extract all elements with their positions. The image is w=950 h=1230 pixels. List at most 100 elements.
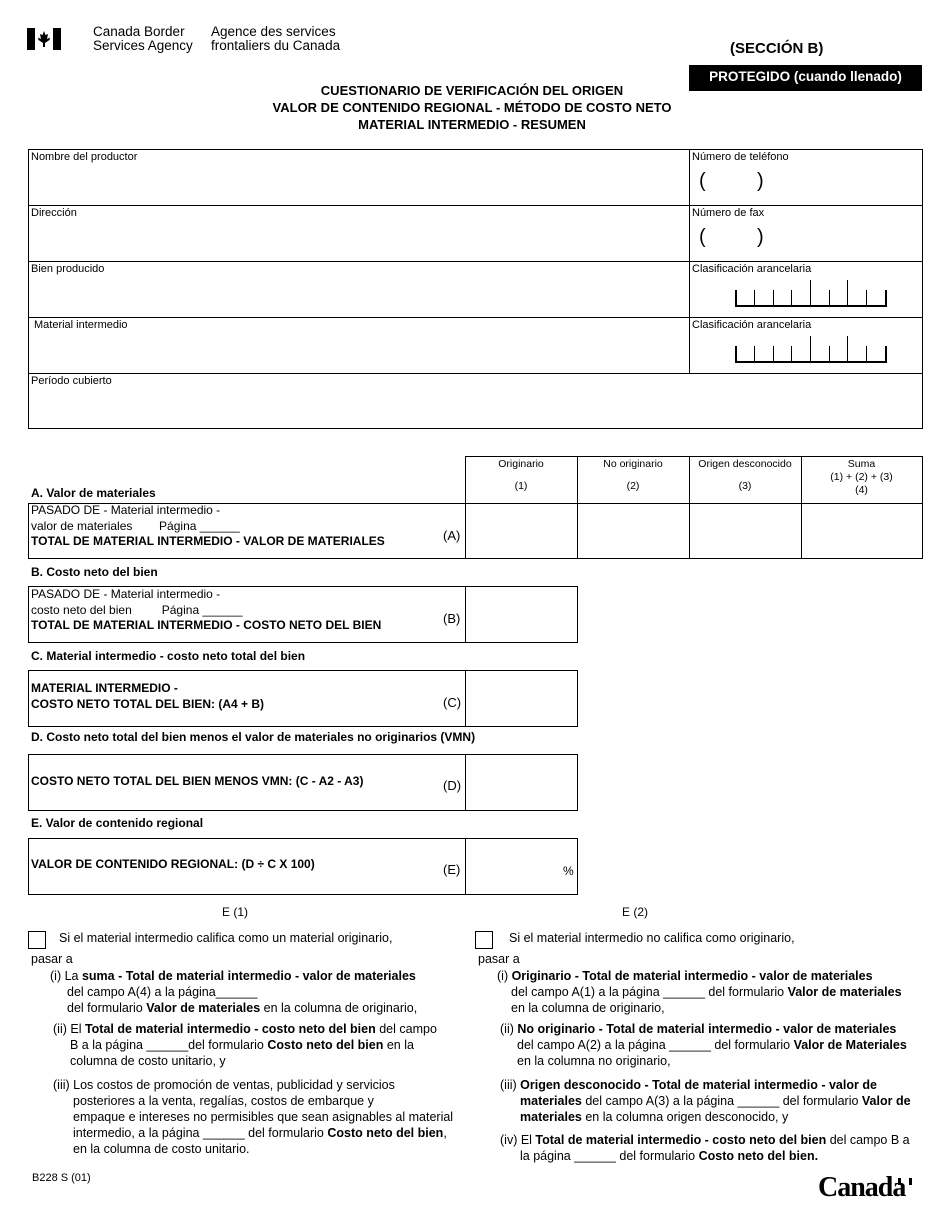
phone-field[interactable]: Número de teléfono ( ) (690, 150, 921, 204)
tariff-tick (885, 346, 887, 363)
e1-item-ii: (ii) El Total de material intermedio - c… (53, 1022, 437, 1068)
tariff-tick (847, 336, 848, 363)
fax-label: Número de fax (692, 207, 765, 219)
address-field[interactable]: Dirección (29, 206, 688, 260)
intermediate-material-field[interactable]: Material intermedio (29, 318, 688, 372)
tariff-tick (829, 290, 830, 307)
a2-input[interactable] (578, 504, 688, 558)
e-input[interactable] (466, 839, 577, 894)
tariff-tick (735, 346, 737, 363)
b-input[interactable] (466, 587, 577, 642)
tariff-classification-field-1[interactable]: Clasificación arancelaria (690, 262, 921, 316)
good-produced-field[interactable]: Bien producido (29, 262, 688, 316)
e2-intro: Si el material intermedio no califica co… (509, 931, 795, 945)
e1-item-i: (i) La suma - Total de material intermed… (50, 969, 418, 1015)
good-produced-label: Bien producido (31, 263, 105, 275)
info-box (28, 149, 923, 429)
col-originario: Originario (498, 458, 544, 470)
page-title-1: CUESTIONARIO DE VERIFICACIÓN DEL ORIGEN (320, 83, 624, 98)
section-label: (SECCIÓN B) (730, 40, 824, 57)
section-b-line2: costo neto del bien Página ______ (31, 602, 243, 617)
page-title-2: VALOR DE CONTENIDO REGIONAL - MÉTODO DE … (272, 100, 672, 115)
percent-sign: % (563, 864, 574, 878)
tariff-tick (773, 290, 774, 307)
tariff-tick (773, 346, 774, 363)
a4-input[interactable] (802, 504, 921, 558)
section-b-code: (B) (443, 611, 461, 626)
col-num-4: (4) (855, 484, 868, 496)
e1-intro: Si el material intermedio califica como … (59, 931, 393, 945)
e1-label: E (1) (222, 905, 249, 919)
e1-pasar: pasar a (31, 952, 73, 966)
phone-paren-close: ) (757, 170, 764, 192)
tariff-tick (810, 280, 811, 307)
e2-label: E (2) (622, 905, 649, 919)
agency-name-en-2: Services Agency (93, 38, 193, 53)
e1-checkbox[interactable] (28, 931, 46, 949)
phone-label: Número de teléfono (692, 151, 789, 163)
tariff-label-1: Clasificación arancelaria (692, 263, 812, 275)
e1-item-iii: (iii) Los costos de promoción de ventas,… (53, 1078, 454, 1156)
period-covered-field[interactable]: Período cubierto (29, 374, 921, 428)
section-e-heading: E. Valor de contenido regional (31, 816, 204, 830)
tariff-tick (847, 280, 848, 307)
e2-item-iii: (iii) Origen desconocido - Total de mate… (500, 1078, 911, 1124)
e2-checkbox[interactable] (475, 931, 493, 949)
agency-name-fr-2: frontaliers du Canada (211, 38, 341, 53)
section-b-line3: TOTAL DE MATERIAL INTERMEDIO - COSTO NET… (31, 618, 382, 632)
section-a-code: (A) (443, 528, 461, 543)
c-input[interactable] (466, 671, 577, 726)
col-suma: Suma (847, 458, 876, 470)
tariff-baseline (735, 361, 887, 363)
e2-pasar: pasar a (478, 952, 520, 966)
section-e-code: (E) (443, 862, 461, 877)
section-e-line1: VALOR DE CONTENIDO REGIONAL: (D ÷ C X 10… (31, 857, 315, 871)
col-origen-desconocido: Origen desconocido (698, 458, 792, 470)
tariff-tick (829, 346, 830, 363)
section-c-heading: C. Material intermedio - costo neto tota… (31, 649, 306, 663)
e2-item-i: (i) Originario - Total de material inter… (497, 969, 902, 1015)
phone-paren-open: ( (699, 170, 706, 192)
section-c-code: (C) (443, 695, 462, 710)
d-input[interactable] (466, 755, 577, 810)
col-num-1: (1) (514, 480, 528, 492)
section-b-line1: PASADO DE - Material intermedio - (31, 587, 221, 601)
address-label: Dirección (31, 207, 77, 219)
section-a-heading: A. Valor de materiales (31, 486, 156, 500)
producer-name-label: Nombre del productor (31, 151, 138, 163)
section-d-heading: D. Costo neto total del bien menos el va… (31, 730, 476, 744)
protected-badge: PROTEGIDO (cuando llenado) (689, 65, 922, 91)
section-a-line1: PASADO DE - Material intermedio - (31, 503, 221, 517)
form-number: B228 S (01) (32, 1172, 91, 1184)
section-d-line1: COSTO NETO TOTAL DEL BIEN MENOS VMN: (C … (31, 774, 364, 788)
tariff-classification-field-2[interactable]: Clasificación arancelaria (690, 318, 921, 372)
section-d-code: (D) (443, 778, 462, 793)
e2-item-iv: (iv) El Total de material intermedio - c… (500, 1133, 910, 1163)
col-num-2: (2) (626, 480, 640, 492)
tariff-label-2: Clasificación arancelaria (692, 319, 812, 331)
canada-flag-icon (27, 28, 61, 50)
section-a-line2: valor de materiales Página ______ (31, 518, 240, 533)
tariff-tick (735, 290, 737, 307)
agency-name-fr-1: Agence des services (211, 24, 336, 39)
fax-paren-close: ) (757, 226, 764, 248)
tariff-tick (866, 290, 867, 307)
fax-field[interactable]: Número de fax ( ) (690, 206, 921, 260)
producer-name-field[interactable]: Nombre del productor (29, 150, 688, 204)
a3-input[interactable] (690, 504, 800, 558)
tariff-digit-boxes (735, 279, 887, 307)
agency-name-en-1: Canada Border (93, 24, 185, 39)
tariff-tick (791, 346, 792, 363)
tariff-tick (791, 290, 792, 307)
tariff-tick (754, 290, 755, 307)
a1-input[interactable] (466, 504, 576, 558)
period-covered-label: Período cubierto (31, 375, 112, 387)
fax-paren-open: ( (699, 226, 706, 248)
section-b-heading: B. Costo neto del bien (31, 565, 158, 579)
tariff-tick (885, 290, 887, 307)
col-num-3: (3) (738, 480, 752, 492)
tariff-digit-boxes (735, 335, 887, 363)
canada-wordmark: Canada (818, 1172, 912, 1204)
page-title-3: MATERIAL INTERMEDIO - RESUMEN (358, 117, 586, 132)
